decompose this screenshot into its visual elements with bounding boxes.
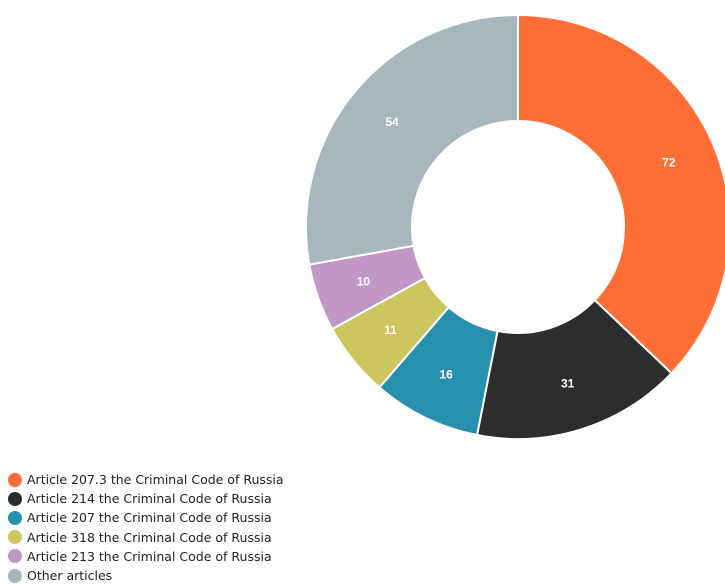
slice-value-label: 31	[561, 376, 575, 390]
legend-item[interactable]: Article 213 the Criminal Code of Russia	[8, 547, 284, 566]
legend-label: Article 214 the Criminal Code of Russia	[27, 491, 272, 506]
legend-swatch	[8, 549, 22, 563]
slice-1[interactable]	[518, 15, 725, 373]
legend-item[interactable]: Other articles	[8, 566, 284, 585]
legend-label: Article 213 the Criminal Code of Russia	[27, 549, 272, 564]
legend-swatch	[8, 492, 22, 506]
legend-label: Article 318 the Criminal Code of Russia	[27, 530, 272, 545]
slice-value-label: 10	[357, 275, 371, 289]
legend-swatch	[8, 569, 22, 583]
legend: Article 207.3 the Criminal Code of Russi…	[8, 470, 284, 585]
slice-6[interactable]	[306, 15, 518, 265]
legend-item[interactable]: Article 207.3 the Criminal Code of Russi…	[8, 470, 284, 489]
slice-value-label: 54	[385, 115, 399, 129]
legend-item[interactable]: Article 214 the Criminal Code of Russia	[8, 489, 284, 508]
slice-value-label: 11	[384, 323, 397, 337]
legend-swatch	[8, 530, 22, 544]
legend-swatch	[8, 511, 22, 525]
donut-chart: 72 31 16 11 10 54	[0, 0, 725, 470]
legend-swatch	[8, 473, 22, 487]
slice-value-label: 72	[662, 155, 676, 169]
legend-label: Article 207 the Criminal Code of Russia	[27, 510, 272, 525]
legend-item[interactable]: Article 318 the Criminal Code of Russia	[8, 528, 284, 547]
legend-label: Article 207.3 the Criminal Code of Russi…	[27, 472, 284, 487]
slice-value-label: 16	[439, 367, 453, 381]
legend-item[interactable]: Article 207 the Criminal Code of Russia	[8, 508, 284, 527]
